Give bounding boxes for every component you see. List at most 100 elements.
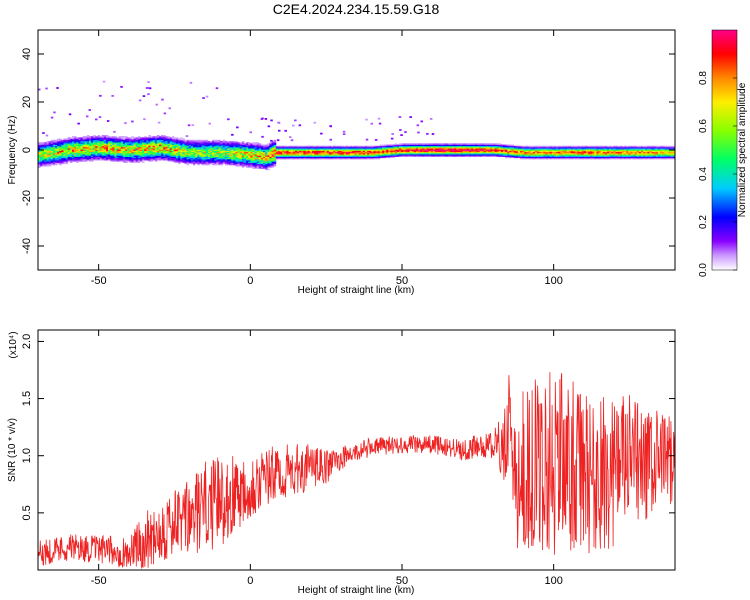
heatmap-cell: [53, 111, 56, 114]
heatmap-cell: [394, 147, 398, 149]
heatmap-cell: [541, 147, 544, 149]
heatmap-cell: [426, 144, 430, 147]
heatmap-cell: [666, 156, 670, 159]
heatmap-cell: [290, 148, 294, 150]
heatmap-cell: [570, 149, 574, 151]
heatmap-cell: [370, 122, 373, 125]
heatmap-cell: [273, 151, 277, 154]
heatmap-cell: [415, 143, 419, 145]
heatmap-cell: [560, 157, 563, 160]
heatmap-cell: [604, 149, 608, 151]
heatmap-cell: [116, 142, 120, 144]
heatmap-cell: [600, 153, 604, 155]
heatmap-cell: [407, 147, 410, 149]
heatmap-cell: [269, 163, 272, 166]
heatmap-cell: [197, 161, 200, 163]
heatmap-cell: [135, 148, 139, 150]
heatmap-cell: [142, 95, 146, 97]
heatmap-cell: [365, 118, 368, 121]
heatmap-cell: [377, 154, 381, 156]
heatmap-cell: [59, 159, 62, 161]
heatmap-cell: [587, 149, 591, 151]
heatmap-cell: [532, 156, 536, 159]
heatmap-cell: [277, 122, 281, 124]
heatmap-cell: [154, 156, 158, 159]
heatmap-cell: [86, 144, 90, 147]
heatmap-cell: [292, 145, 296, 148]
heatmap-cell: [233, 151, 236, 154]
heatmap-cell: [137, 144, 141, 147]
heatmap-cell: [430, 155, 434, 157]
heatmap-cell: [178, 138, 181, 141]
heatmap-cell: [201, 155, 205, 157]
heatmap-cell: [237, 155, 241, 157]
heatmap-cell: [154, 147, 158, 149]
heatmap-cell: [218, 159, 221, 161]
heatmap-cell: [430, 151, 434, 154]
heatmap-cell: [224, 141, 228, 143]
heatmap-cell: [57, 156, 60, 159]
heatmap-cell: [267, 157, 270, 160]
heatmap-cell: [617, 156, 621, 159]
heatmap-cell: [477, 150, 481, 153]
heatmap-cell: [214, 159, 217, 161]
heatmap-cell: [91, 151, 94, 154]
heatmap-cell: [144, 153, 147, 155]
heatmap-cell: [452, 145, 455, 148]
heatmap-cell: [294, 148, 298, 150]
heatmap-cell: [91, 136, 94, 138]
heatmap-cell: [82, 137, 86, 139]
heatmap-cell: [520, 154, 523, 156]
heatmap-cell: [324, 157, 328, 160]
heatmap-cell: [91, 154, 94, 156]
heatmap-cell: [203, 148, 207, 150]
heatmap-cell: [619, 154, 623, 156]
heatmap-cell: [498, 154, 502, 156]
heatmap-cell: [331, 155, 334, 157]
heatmap-cell: [246, 162, 249, 165]
heatmap-cell: [369, 156, 372, 159]
heatmap-cell: [44, 145, 47, 148]
heatmap-cell: [57, 138, 60, 141]
heatmap-cell: [384, 153, 387, 155]
heatmap-cell: [171, 151, 175, 154]
heatmap-cell: [173, 160, 177, 162]
colorbar-tick-label: 0.6: [698, 119, 709, 133]
heatmap-cell: [229, 151, 232, 154]
heatmap-cell: [481, 149, 485, 151]
heatmap-cell: [173, 157, 177, 160]
heatmap-cell: [547, 150, 551, 153]
heatmap-cell: [449, 147, 453, 149]
heatmap-cell: [218, 161, 221, 163]
heatmap-cell: [209, 159, 213, 161]
heatmap-cell: [116, 159, 120, 161]
heatmap-cell: [638, 155, 642, 157]
heatmap-cell: [144, 145, 147, 148]
heatmap-cell: [301, 156, 304, 159]
heatmap-cell: [441, 143, 444, 145]
heatmap-cell: [233, 160, 236, 162]
heatmap-cell: [379, 150, 383, 153]
heatmap-cell: [131, 151, 134, 154]
heatmap-cell: [670, 153, 674, 155]
heatmap-cell: [520, 148, 523, 150]
heatmap-cell: [388, 149, 391, 151]
heatmap-cell: [632, 145, 636, 148]
heatmap-cell: [99, 94, 102, 97]
heatmap-cell: [216, 159, 219, 161]
heatmap-cell: [91, 144, 94, 147]
heatmap-cell: [231, 133, 234, 136]
heatmap-cell: [464, 150, 468, 153]
heatmap-cell: [229, 153, 232, 155]
heatmap-cell: [120, 143, 124, 145]
heatmap-cell: [551, 156, 555, 159]
heatmap-cell: [377, 153, 381, 155]
heatmap-cell: [424, 154, 427, 156]
heatmap-cell: [226, 157, 230, 160]
heatmap-cell: [558, 149, 561, 151]
heatmap-cell: [452, 144, 455, 147]
heatmap-cell: [269, 142, 272, 144]
heatmap-cell: [95, 137, 98, 139]
heatmap-cell: [469, 147, 472, 149]
heatmap-cell: [276, 139, 280, 142]
